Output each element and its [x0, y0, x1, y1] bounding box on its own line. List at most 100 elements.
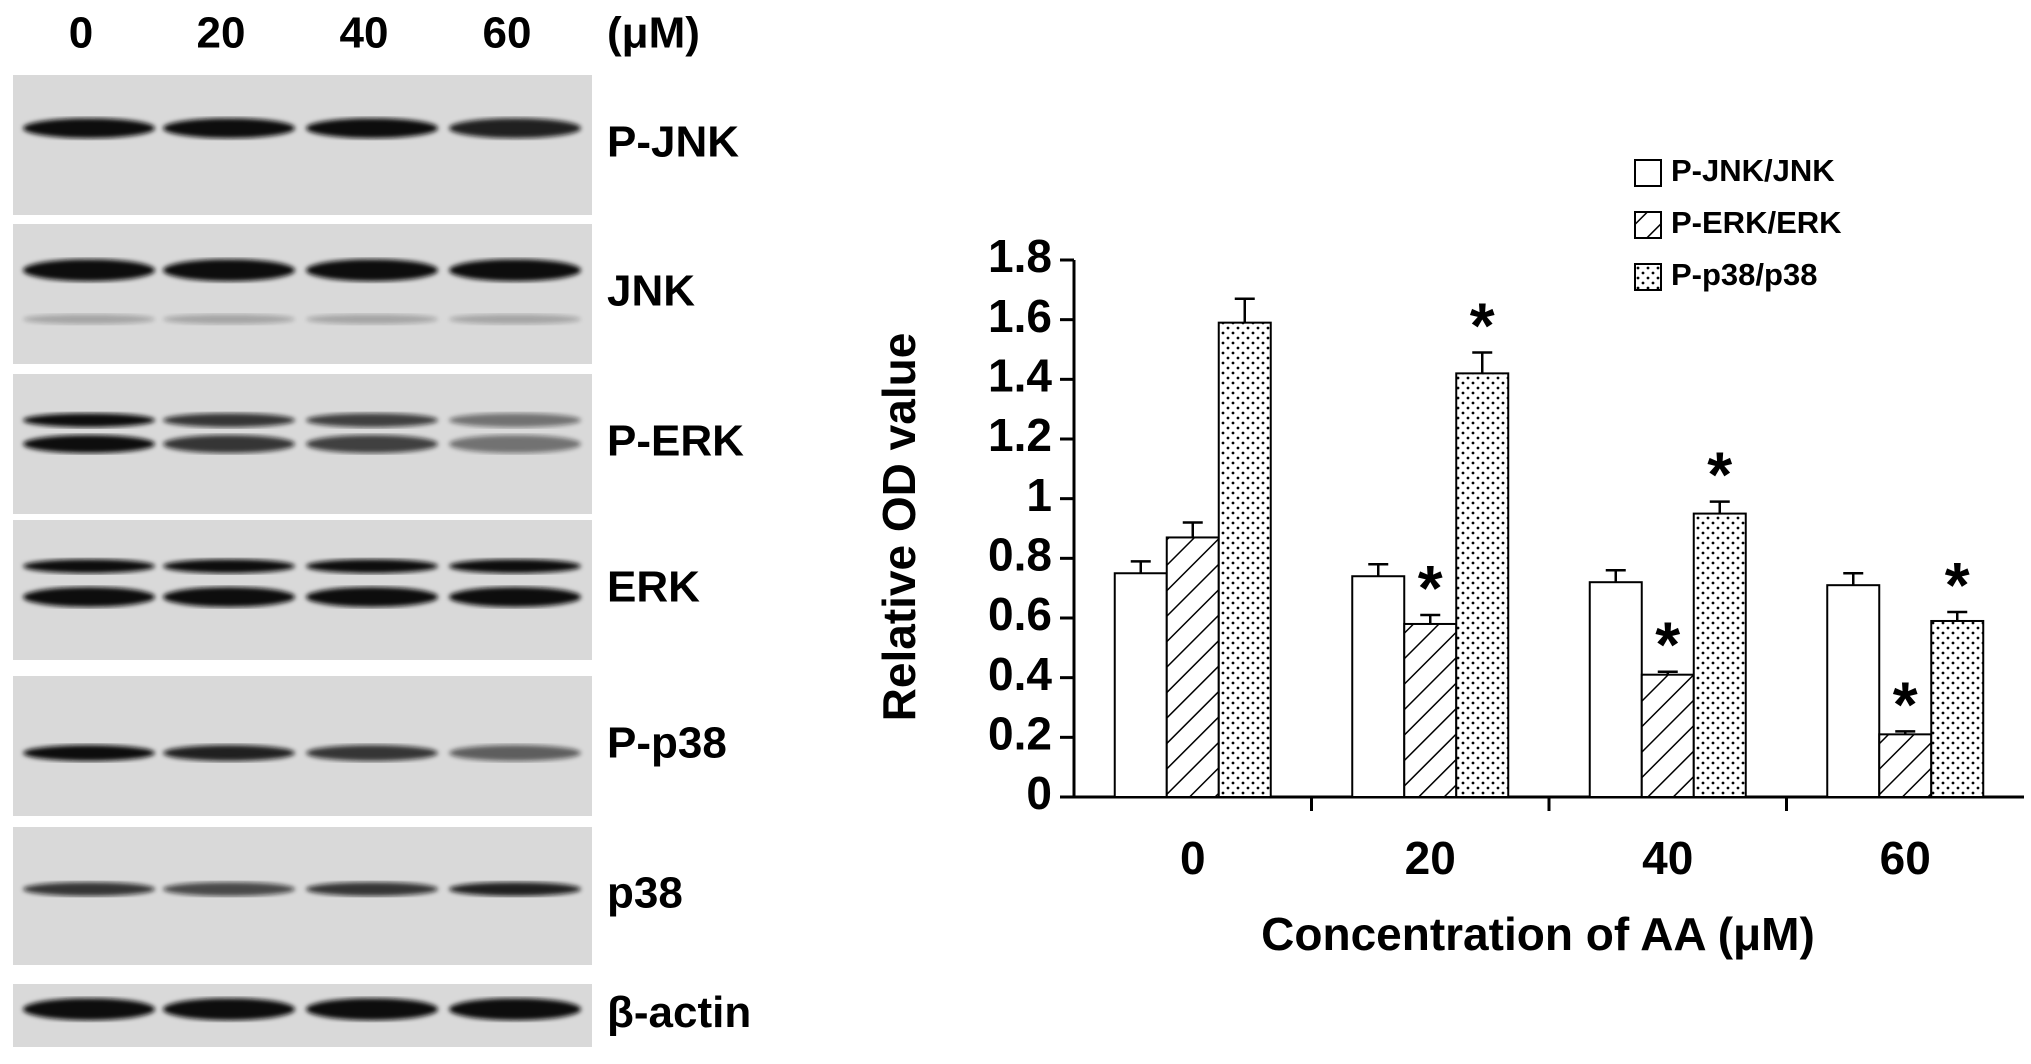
blot-band — [23, 314, 155, 325]
blot-band — [449, 587, 581, 607]
blot-band — [163, 259, 295, 282]
blot-background — [13, 75, 592, 215]
legend-label: P-p38/p38 — [1671, 257, 1817, 292]
bar — [1826, 584, 1881, 799]
significance-mark: * — [1945, 549, 1970, 621]
blot-band — [23, 745, 155, 761]
y-tick-label: 1 — [1026, 469, 1052, 521]
significance-mark: * — [1707, 439, 1732, 511]
blot-band — [449, 745, 581, 761]
bar — [1455, 372, 1510, 798]
x-axis-title: Concentration of AA (μM) — [1261, 908, 1815, 960]
blot-panel: 0 20 40 60 (μM) P-JNK JNK P-ERK ERK P-p38 p38 β-act… — [13, 9, 751, 1047]
blot-band — [163, 118, 295, 139]
blot-band — [449, 259, 581, 282]
blot-band — [23, 259, 155, 282]
bar — [1640, 673, 1695, 799]
blot-band — [306, 559, 438, 574]
y-tick-label: 1.6 — [988, 290, 1052, 342]
error-bar — [1234, 297, 1255, 323]
blot-band — [306, 745, 438, 761]
error-bar — [1947, 610, 1968, 621]
blot-band — [306, 882, 438, 897]
error-bar — [1895, 730, 1916, 735]
row-label: P-JNK — [607, 118, 739, 167]
blot-band — [23, 882, 155, 897]
row-label: P-ERK — [607, 417, 744, 466]
y-tick-label: 1.8 — [988, 230, 1052, 282]
blot-band — [306, 435, 438, 453]
blot-band — [449, 118, 581, 139]
lane-label: 0 — [69, 9, 93, 58]
y-tick-label: 0.4 — [988, 648, 1052, 700]
legend-swatch — [1634, 263, 1662, 291]
blot-band — [23, 559, 155, 574]
legend-swatch — [1634, 211, 1662, 239]
bar — [1930, 619, 1985, 798]
error-bar — [1709, 500, 1730, 514]
blot-band — [163, 998, 295, 1021]
blot-background — [13, 827, 592, 965]
y-tick-label: 1.2 — [988, 409, 1052, 461]
error-bar — [1420, 613, 1441, 624]
blot-band — [306, 998, 438, 1021]
blot-band — [449, 413, 581, 428]
blot-band — [23, 435, 155, 453]
blot-band — [23, 413, 155, 428]
legend-label: P-ERK/ERK — [1671, 205, 1842, 240]
row-label: p38 — [607, 869, 683, 918]
blot-band — [306, 314, 438, 325]
bar — [1878, 733, 1933, 798]
blot-band — [23, 118, 155, 139]
y-tick-label: 1.4 — [988, 349, 1052, 401]
blot-band — [163, 314, 295, 325]
blot-band — [306, 118, 438, 139]
y-tick-label: 0.6 — [988, 588, 1052, 640]
error-bar — [1472, 351, 1493, 374]
blot-band — [449, 998, 581, 1021]
y-tick-label: 0 — [1026, 767, 1052, 819]
lane-label: 20 — [197, 9, 246, 58]
x-tick-label: 0 — [1180, 832, 1206, 884]
error-bar — [1130, 560, 1151, 574]
blot-background — [13, 224, 592, 364]
significance-mark: * — [1655, 609, 1680, 681]
lane-unit: (μM) — [607, 9, 700, 58]
blot-band — [306, 413, 438, 428]
legend-label: P-JNK/JNK — [1671, 153, 1835, 188]
bar-chart: Relative OD value Concentration of AA (μ… — [873, 153, 2024, 960]
row-label: β-actin — [607, 988, 751, 1037]
bar — [1351, 575, 1406, 798]
blot-band — [449, 882, 581, 897]
bar — [1403, 622, 1458, 799]
bar — [1217, 321, 1272, 798]
significance-mark: * — [1470, 289, 1495, 361]
row-label: JNK — [607, 267, 695, 316]
blot-band — [449, 314, 581, 325]
row-label: ERK — [607, 563, 700, 612]
blot-band — [449, 559, 581, 574]
blot-band — [163, 587, 295, 607]
significance-mark: * — [1893, 668, 1918, 740]
x-tick-label: 20 — [1405, 832, 1456, 884]
bar — [1588, 581, 1643, 799]
error-bar — [1657, 670, 1678, 675]
legend-swatch — [1634, 159, 1662, 187]
blot-band — [23, 998, 155, 1021]
blot-band — [163, 882, 295, 897]
lane-label: 40 — [340, 9, 389, 58]
y-axis-title: Relative OD value — [873, 333, 925, 722]
error-bar — [1368, 563, 1389, 577]
bar — [1692, 512, 1747, 798]
error-bar — [1182, 521, 1203, 538]
blot-band — [163, 413, 295, 428]
x-tick-label: 60 — [1880, 832, 1931, 884]
blot-band — [449, 435, 581, 453]
x-tick-label: 40 — [1642, 832, 1693, 884]
significance-mark: * — [1418, 552, 1443, 624]
blot-band — [306, 587, 438, 607]
error-bar — [1843, 572, 1864, 586]
blot-band — [163, 435, 295, 453]
bar — [1113, 572, 1168, 798]
